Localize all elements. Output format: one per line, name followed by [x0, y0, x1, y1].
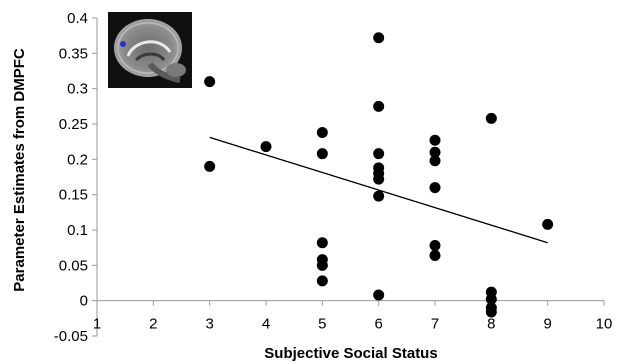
data-point [373, 190, 385, 202]
y-axis-label: Parameter Estimates from DMPFC [11, 48, 28, 292]
x-axis-label: Subjective Social Status [264, 345, 437, 362]
y-tick-label: -0.05 [54, 328, 88, 345]
brain-sagittal-mri-icon [108, 12, 192, 88]
x-tick-label: 6 [374, 316, 382, 333]
data-point [316, 237, 328, 249]
x-tick-label: 10 [596, 316, 613, 333]
data-point [373, 100, 385, 112]
y-tick-label: 0.05 [59, 257, 88, 274]
y-tick-label: 0.1 [67, 222, 88, 239]
x-tick-label: 8 [487, 316, 495, 333]
data-point [429, 146, 441, 158]
y-tick-label: 0.2 [67, 151, 88, 168]
data-point [429, 182, 441, 194]
y-tick-label: 0.15 [59, 187, 88, 204]
x-tick-label: 7 [431, 316, 439, 333]
y-tick-label: 0 [80, 293, 88, 310]
data-point [429, 249, 441, 261]
data-point [316, 126, 328, 138]
data-point [429, 240, 441, 252]
data-point [204, 160, 216, 172]
data-point [316, 259, 328, 271]
data-point [485, 306, 497, 318]
data-point [485, 112, 497, 124]
x-tick-label: 5 [318, 316, 326, 333]
y-axis: -0.05 0 0.05 0.1 0.15 0.2 0.25 0.3 0.35 0.4 [54, 10, 98, 345]
data-point [542, 218, 554, 230]
roi-marker-icon [120, 41, 126, 47]
y-tick-label: 0.35 [59, 45, 88, 62]
data-point [429, 134, 441, 146]
trendline-group [209, 136, 548, 244]
data-point [204, 76, 216, 88]
x-tick-label: 4 [262, 316, 270, 333]
x-tick-label: 9 [543, 316, 551, 333]
y-tick-label: 0.3 [67, 81, 88, 98]
data-point [429, 155, 441, 167]
x-tick-label: 1 [93, 316, 101, 333]
data-point [316, 275, 328, 287]
data-points [204, 32, 554, 318]
data-point [316, 148, 328, 160]
trendline [209, 136, 548, 244]
data-point [373, 148, 385, 160]
data-point [373, 173, 385, 185]
x-tick-label: 3 [205, 316, 213, 333]
x-tick-label: 2 [149, 316, 157, 333]
y-tick-label: 0.4 [67, 10, 88, 27]
data-point [260, 141, 272, 153]
data-point [373, 32, 385, 44]
y-tick-label: 0.25 [59, 116, 88, 133]
x-axis: 1 2 3 4 5 6 7 8 9 10 [93, 300, 613, 333]
data-point [485, 293, 497, 305]
data-point [373, 289, 385, 301]
